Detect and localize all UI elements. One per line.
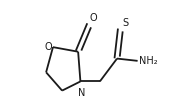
Text: NH₂: NH₂ <box>139 56 157 66</box>
Text: O: O <box>44 42 52 52</box>
Text: N: N <box>78 88 85 98</box>
Text: S: S <box>122 18 128 28</box>
Text: O: O <box>89 13 97 23</box>
